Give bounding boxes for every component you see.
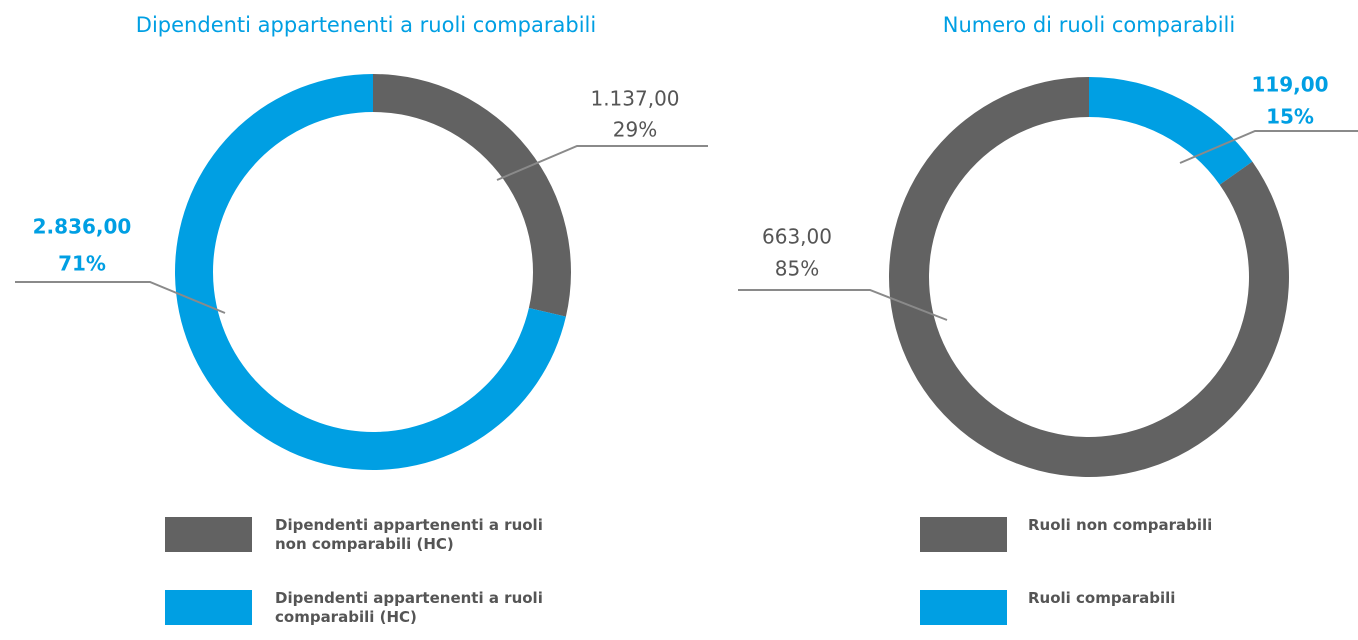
value-label: 119,00 bbox=[1251, 73, 1328, 97]
percent-label: 15% bbox=[1266, 105, 1314, 129]
legend-label: Dipendenti appartenenti a ruoli non comp… bbox=[275, 516, 543, 553]
leader-line bbox=[1179, 130, 1358, 164]
legend-swatch bbox=[920, 517, 1007, 552]
legend-label: Dipendenti appartenenti a ruoli comparab… bbox=[275, 589, 543, 626]
value-label: 663,00 bbox=[762, 225, 832, 249]
chart-title: Dipendenti appartenenti a ruoli comparab… bbox=[136, 13, 596, 37]
percent-label: 85% bbox=[775, 257, 819, 281]
percent-label: 29% bbox=[613, 118, 657, 142]
legend-swatch bbox=[920, 590, 1007, 625]
percent-label: 71% bbox=[58, 252, 106, 276]
chart-title: Numero di ruoli comparabili bbox=[943, 13, 1235, 37]
legend-label: Ruoli comparabili bbox=[1028, 589, 1176, 607]
donut-slice bbox=[1089, 77, 1253, 185]
leader-line bbox=[738, 289, 948, 321]
leader-line bbox=[15, 281, 226, 314]
legend-swatch bbox=[165, 590, 252, 625]
legend-swatch bbox=[165, 517, 252, 552]
leader-line bbox=[496, 145, 708, 181]
donut-slice bbox=[373, 74, 571, 317]
legend-label: Ruoli non comparabili bbox=[1028, 516, 1213, 534]
value-label: 2.836,00 bbox=[33, 215, 132, 239]
value-label: 1.137,00 bbox=[590, 87, 679, 111]
